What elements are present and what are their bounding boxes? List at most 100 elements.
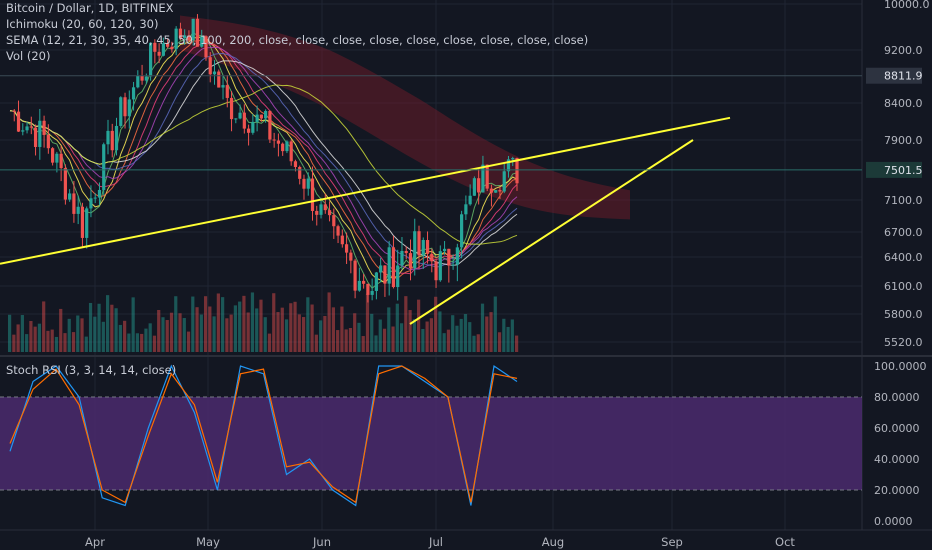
stoch-axis[interactable]: 100.0000 80.0000 60.0000 40.0000 20.0000 0.00… <box>874 360 927 528</box>
candle-body <box>494 190 498 193</box>
candle-body <box>383 265 387 284</box>
volume-bar <box>191 296 195 352</box>
volume-bar <box>331 307 335 352</box>
volume-bar <box>357 322 361 352</box>
volume-bar <box>84 336 88 352</box>
price-axis[interactable]: 10000.0 9200.0 8400.0 7900.0 7100.0 6700.0 640… <box>0 0 930 349</box>
volume-bar <box>208 306 212 352</box>
candle-body <box>97 189 102 198</box>
volume-bar <box>502 318 506 352</box>
time-tick-label: Apr <box>85 535 105 549</box>
candle-body <box>430 253 434 262</box>
volume-bars <box>8 292 519 352</box>
candle-body <box>51 148 55 163</box>
volume-bar <box>399 323 404 352</box>
candle-body <box>46 134 50 149</box>
candle-body <box>85 208 89 238</box>
candle-body <box>438 251 442 281</box>
volume-bar <box>387 307 391 352</box>
volume-bar <box>182 318 186 352</box>
volume-bar <box>16 324 20 352</box>
candle-body <box>59 153 63 169</box>
volume-bar <box>297 314 301 352</box>
volume-bar <box>395 303 399 352</box>
volume-bar <box>515 335 519 352</box>
candle-body <box>170 46 174 50</box>
candle-body <box>332 215 336 227</box>
price-tick-label: 5800.0 <box>884 308 923 321</box>
volume-bar <box>374 335 378 352</box>
candle-body <box>268 110 272 140</box>
volume-bar <box>161 317 165 352</box>
price-label-box <box>866 67 922 84</box>
candle-body <box>357 280 361 291</box>
volume-bar <box>242 295 246 352</box>
price-tick-label: 8400.0 <box>884 97 923 110</box>
trendlines[interactable] <box>0 116 731 325</box>
candle-body <box>229 97 234 120</box>
candle-body <box>472 178 476 196</box>
candle-body <box>212 71 217 75</box>
time-axis[interactable]: Apr May Jun Jul Aug Sep Oct <box>85 535 795 549</box>
volume-bar <box>378 319 382 352</box>
volume-bar <box>446 329 451 352</box>
volume-bar <box>135 333 140 352</box>
volume-bar <box>29 320 33 352</box>
stoch-tick-label: 80.0000 <box>874 391 920 404</box>
candle-body <box>434 261 438 281</box>
candle-body <box>425 240 430 254</box>
candle-body <box>102 144 106 190</box>
volume-bar <box>186 331 191 352</box>
volume-bar <box>12 334 16 352</box>
candle-body <box>506 159 511 172</box>
volume-bar <box>314 334 318 352</box>
candle-body <box>89 198 93 209</box>
stoch-tick-label: 60.0000 <box>874 422 920 435</box>
candle-body <box>238 112 242 119</box>
candle-body <box>234 118 238 120</box>
volume-bar <box>140 333 144 352</box>
candle-body <box>340 235 344 245</box>
candle-body <box>246 128 251 133</box>
volume-bar <box>148 323 152 352</box>
candle-body <box>178 28 183 39</box>
candle-body <box>166 43 170 47</box>
candle-body <box>38 120 42 147</box>
candle-body <box>72 193 76 214</box>
volume-bar <box>157 309 161 352</box>
volume-bar <box>263 317 267 352</box>
candle-body <box>421 240 425 256</box>
candle-body <box>183 35 187 39</box>
volume-bar <box>42 301 46 352</box>
volume-bar <box>250 292 255 352</box>
candle-body <box>310 178 315 211</box>
volume-bar <box>174 296 178 352</box>
candle-body <box>174 28 178 50</box>
candle-body <box>323 204 327 211</box>
time-tick-label: Jun <box>312 535 331 549</box>
volume-bar <box>353 313 357 352</box>
candle-body <box>225 85 229 98</box>
candle-body <box>110 130 114 151</box>
price-tick-label: 9200.0 <box>884 44 923 57</box>
candle-body <box>315 210 319 215</box>
volume-bar <box>67 318 71 352</box>
volume-bar <box>497 332 502 352</box>
price-tick-label: 5520.0 <box>884 336 923 349</box>
candle-body <box>242 112 246 129</box>
volume-bar <box>459 318 463 352</box>
volume-bar <box>203 296 208 352</box>
volume-bar <box>88 302 93 352</box>
candle-body <box>460 214 464 248</box>
volume-bar <box>408 310 412 352</box>
volume-bar <box>144 328 148 352</box>
candle-body <box>200 36 204 47</box>
volume-bar <box>238 301 242 352</box>
candle-body <box>208 57 212 75</box>
volume-bar <box>178 313 182 352</box>
candle-body <box>204 36 208 58</box>
candle-body <box>68 193 72 200</box>
volume-bar <box>123 320 127 352</box>
stoch-tick-label: 40.0000 <box>874 453 920 466</box>
